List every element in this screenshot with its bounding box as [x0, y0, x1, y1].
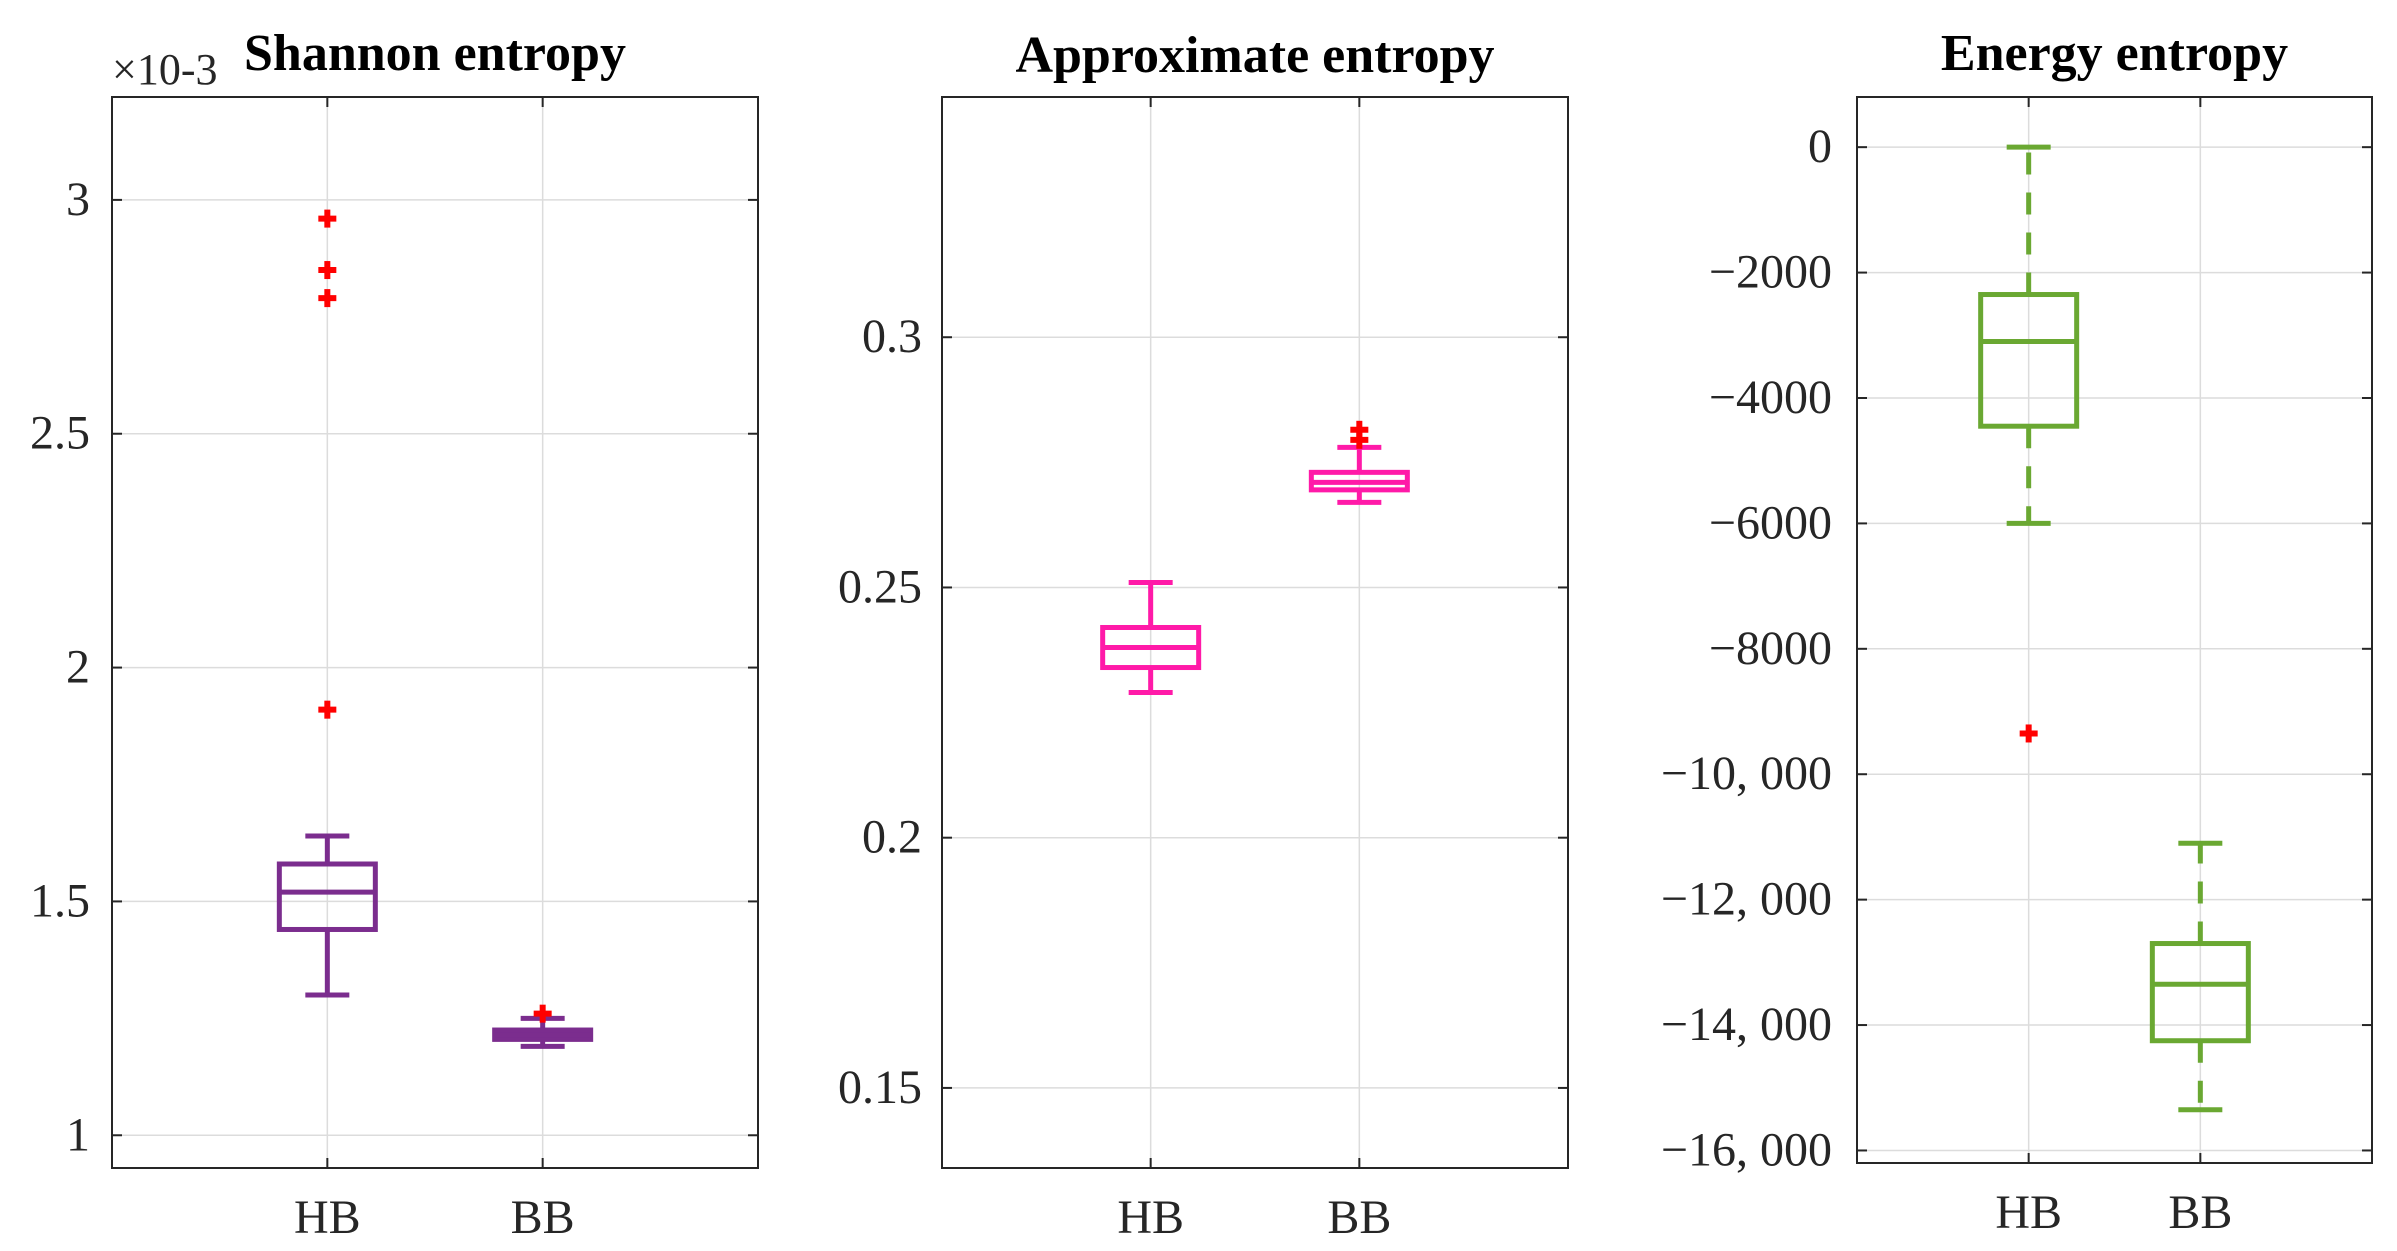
panel-title: Approximate entropy	[1015, 27, 1494, 84]
panel-1: 1 1.5 2 2.5 3 HB BB Shannon entropy ×10-3	[30, 25, 759, 1244]
box-HB	[276, 209, 378, 998]
y-tick-label: 2	[66, 641, 90, 694]
y-tick-label: 0.25	[838, 560, 922, 613]
y-tick-label: −14, 000	[1661, 998, 1832, 1051]
y-tick-label: 0	[1808, 120, 1832, 173]
box-BB	[1308, 420, 1410, 505]
panel-title: Energy entropy	[1941, 25, 2288, 82]
box-HB	[1978, 144, 2080, 743]
x-tick-label: BB	[2168, 1186, 2232, 1239]
interquartile-box	[2149, 941, 2251, 1044]
panel-2: 0.15 0.2 0.25 0.3 HB BB Approximate entropy	[838, 27, 1569, 1244]
outlier-marker	[318, 209, 337, 228]
interquartile-box	[1978, 292, 2080, 429]
y-tick-label: 1.5	[30, 874, 90, 927]
box-BB	[492, 1004, 594, 1049]
y-tick-label: −8000	[1709, 622, 1832, 675]
interquartile-box	[276, 861, 378, 932]
axes-frame	[1856, 96, 2373, 1164]
y-tick-label: −4000	[1709, 371, 1832, 424]
x-tick-label: HB	[294, 1191, 361, 1244]
outlier-marker	[2019, 724, 2038, 743]
outlier-marker	[1350, 420, 1369, 439]
outlier-marker	[318, 700, 337, 719]
y-tick-label: 0.3	[862, 310, 922, 363]
y-tick-label: 2.5	[30, 407, 90, 460]
x-tick-label: BB	[511, 1191, 575, 1244]
axes-frame	[941, 96, 1569, 1169]
y-tick-label: 3	[66, 173, 90, 226]
outlier-marker	[318, 289, 337, 308]
y-tick-label: −2000	[1709, 246, 1832, 299]
panel-title: Shannon entropy	[244, 25, 626, 82]
y-tick-label: 0.15	[838, 1061, 922, 1114]
box-BB	[2149, 840, 2251, 1113]
box-HB	[1100, 579, 1202, 696]
x-tick-label: BB	[1327, 1191, 1391, 1244]
outlier-marker	[533, 1004, 552, 1023]
x-tick-label: HB	[1117, 1191, 1184, 1244]
outlier-marker	[318, 261, 337, 280]
y-tick-label: −6000	[1709, 496, 1832, 549]
y-tick-label: 0.2	[862, 811, 922, 864]
y-multiplier-label: ×10-3	[112, 45, 217, 94]
y-tick-label: −16, 000	[1661, 1123, 1832, 1176]
axes-frame	[111, 96, 759, 1169]
panel-3: 0 −2000 −4000 −6000 −8000 −10, 000 −12, 000 −14…	[1661, 25, 2373, 1239]
x-tick-label: HB	[1995, 1186, 2062, 1239]
y-tick-label: −10, 000	[1661, 747, 1832, 800]
y-tick-label: −12, 000	[1661, 873, 1832, 926]
y-tick-label: 1	[66, 1108, 90, 1161]
